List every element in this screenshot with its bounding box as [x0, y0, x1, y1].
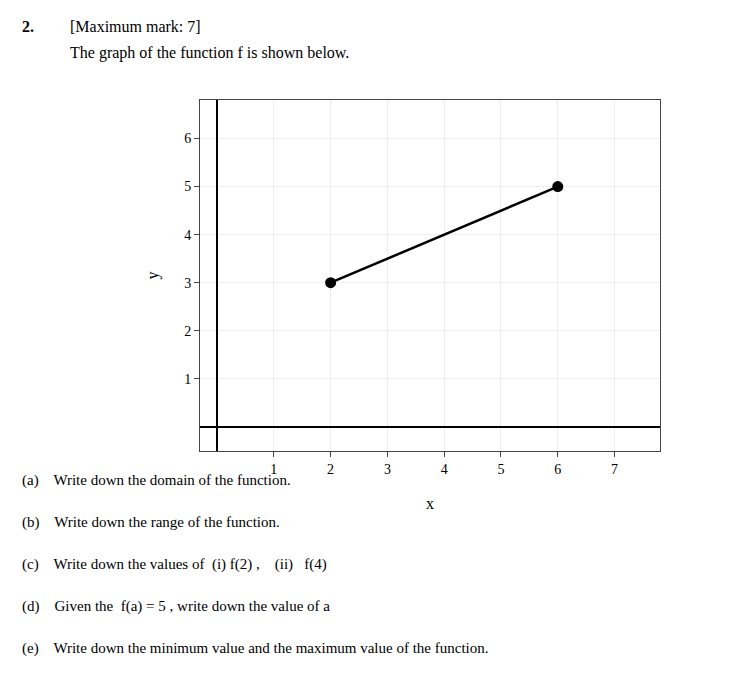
svg-text:6: 6	[184, 131, 191, 146]
svg-text:(a) Write down the domain o: (a) Write down the domain of the functio…	[22, 472, 291, 489]
svg-text:2: 2	[184, 324, 191, 339]
svg-text:The graph of the function f is: The graph of the function f is shown bel…	[70, 44, 349, 62]
svg-text:6: 6	[554, 462, 561, 477]
svg-text:3: 3	[184, 276, 191, 291]
svg-text:5: 5	[497, 462, 504, 477]
svg-text:2: 2	[327, 462, 334, 477]
svg-text:y: y	[144, 272, 162, 280]
svg-text:(d) Given the f(a) = 5 , w: (d) Given the f(a) = 5 , write down the …	[22, 598, 330, 615]
svg-text:(c) Write down the values o: (c) Write down the values of (i) f(2) , …	[22, 556, 327, 573]
svg-text:5: 5	[184, 179, 191, 194]
svg-text:2.: 2.	[22, 18, 34, 35]
svg-text:1: 1	[184, 372, 191, 387]
svg-text:3: 3	[384, 462, 391, 477]
svg-text:x: x	[426, 495, 434, 512]
svg-text:(e) Write down the minimum: (e) Write down the minimum value and the…	[22, 640, 489, 657]
svg-text:1: 1	[270, 462, 277, 477]
svg-text:7: 7	[611, 462, 618, 477]
svg-text:4: 4	[184, 228, 191, 243]
svg-text:(b) Write down the range of: (b) Write down the range of the function…	[22, 514, 280, 531]
svg-text:4: 4	[441, 462, 448, 477]
svg-text:[Maximum mark: 7]: [Maximum mark: 7]	[70, 18, 201, 35]
